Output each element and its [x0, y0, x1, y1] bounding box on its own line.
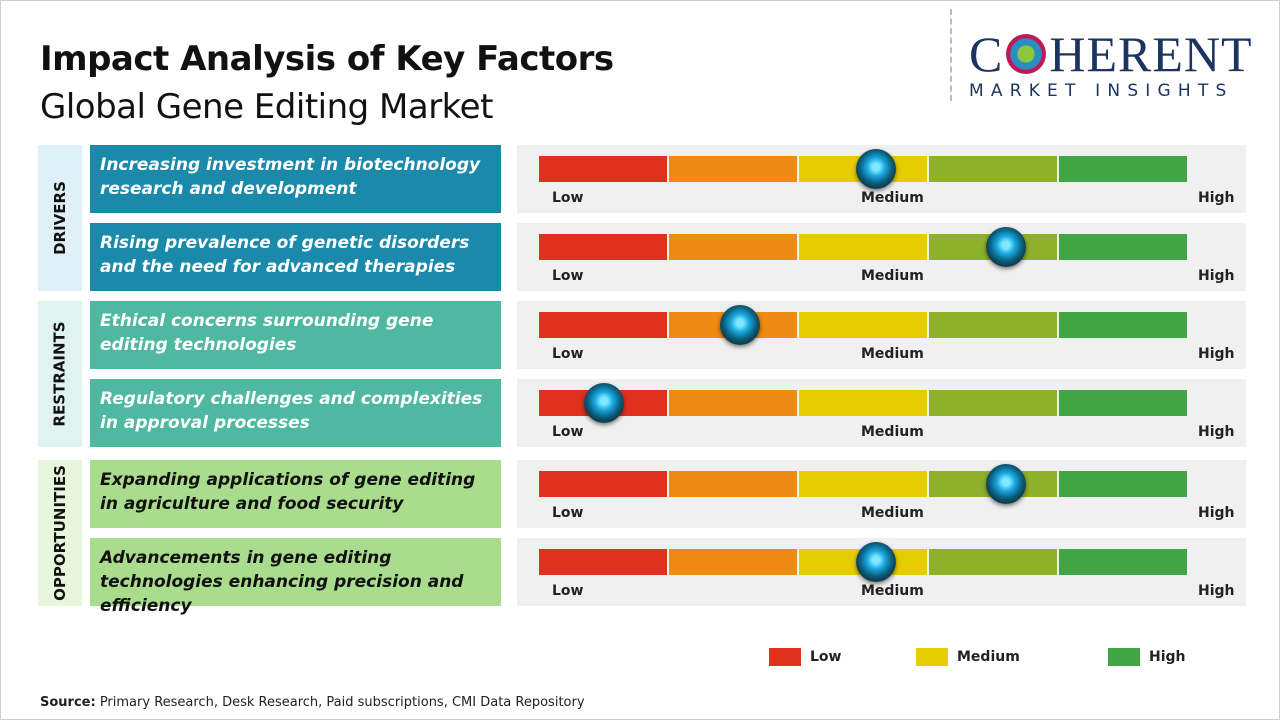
source-note: Source: Primary Research, Desk Research,…: [40, 695, 585, 710]
factor-label: Advancements in gene editing technologie…: [90, 538, 501, 616]
page-title: Impact Analysis of Key Factors: [40, 39, 614, 79]
gauge-segment: [539, 156, 667, 182]
gauge-segment: [929, 312, 1057, 338]
scale-low: Low: [552, 268, 584, 284]
scale-low: Low: [552, 424, 584, 440]
gauge-marker: [985, 464, 1026, 504]
gauge-segment: [799, 471, 927, 497]
scale-medium: Medium: [861, 505, 924, 521]
gauge-bar: [539, 549, 1187, 575]
impact-gauge: Low Medium High: [517, 223, 1246, 291]
legend-swatch: [1108, 648, 1140, 666]
logo-divider: [950, 9, 952, 101]
gauge-marker: [985, 227, 1026, 267]
gauge-segment: [1059, 234, 1187, 260]
gauge-segment: [929, 549, 1057, 575]
gauge-segment: [669, 234, 797, 260]
scale-high: High: [1198, 268, 1235, 284]
gauge-bar: [539, 156, 1187, 182]
impact-gauge: Low Medium High: [517, 460, 1246, 528]
group-label: OPPORTUNITIES: [38, 460, 82, 606]
gauge-marker: [855, 149, 896, 189]
legend-swatch: [769, 648, 801, 666]
factor-label: Ethical concerns surrounding gene editin…: [90, 301, 501, 369]
gauge-bar: [539, 234, 1187, 260]
gauge-marker: [719, 305, 760, 345]
gauge-segment: [799, 312, 927, 338]
scale-medium: Medium: [861, 190, 924, 206]
gauge-marker: [583, 383, 624, 423]
gauge-segment: [539, 471, 667, 497]
gauge-segment: [669, 549, 797, 575]
scale-high: High: [1198, 346, 1235, 362]
gauge-segment: [929, 390, 1057, 416]
gauge-segment: [799, 390, 927, 416]
scale-low: Low: [552, 190, 584, 206]
gauge-segment: [799, 234, 927, 260]
scale-medium: Medium: [861, 268, 924, 284]
gauge-segment: [1059, 471, 1187, 497]
scale-high: High: [1198, 424, 1235, 440]
factor-label: Increasing investment in biotechnology r…: [90, 145, 501, 213]
scale-high: High: [1198, 583, 1235, 599]
scale-medium: Medium: [861, 583, 924, 599]
legend-swatch: [916, 648, 948, 666]
gauge-segment: [669, 390, 797, 416]
globe-icon: [1006, 34, 1047, 74]
legend-high: High: [1108, 648, 1186, 666]
impact-gauge: Low Medium High: [517, 538, 1246, 606]
impact-gauge: Low Medium High: [517, 379, 1246, 447]
logo: C HERENT MARKET INSIGHTS: [969, 26, 1253, 101]
scale-medium: Medium: [861, 346, 924, 362]
scale-high: High: [1198, 505, 1235, 521]
gauge-segment: [669, 156, 797, 182]
factor-label: Rising prevalence of genetic disorders a…: [90, 223, 501, 291]
scale-low: Low: [552, 583, 584, 599]
gauge-segment: [1059, 156, 1187, 182]
gauge-segment: [669, 471, 797, 497]
scale-medium: Medium: [861, 424, 924, 440]
factor-label: Expanding applications of gene editing i…: [90, 460, 501, 528]
gauge-segment: [539, 234, 667, 260]
legend-medium: Medium: [916, 648, 1020, 666]
gauge-segment: [929, 156, 1057, 182]
scale-low: Low: [552, 505, 584, 521]
gauge-bar: [539, 471, 1187, 497]
group-label: RESTRAINTS: [38, 301, 82, 447]
scale-low: Low: [552, 346, 584, 362]
scale-high: High: [1198, 190, 1235, 206]
gauge-marker: [855, 542, 896, 582]
gauge-segment: [539, 312, 667, 338]
impact-gauge: Low Medium High: [517, 301, 1246, 369]
gauge-segment: [1059, 549, 1187, 575]
group-label: DRIVERS: [38, 145, 82, 291]
impact-gauge: Low Medium High: [517, 145, 1246, 213]
gauge-segment: [539, 549, 667, 575]
gauge-bar: [539, 312, 1187, 338]
factor-label: Regulatory challenges and complexities i…: [90, 379, 501, 447]
legend-low: Low: [769, 648, 841, 666]
gauge-bar: [539, 390, 1187, 416]
gauge-segment: [1059, 312, 1187, 338]
gauge-segment: [1059, 390, 1187, 416]
page-subtitle: Global Gene Editing Market: [40, 87, 493, 127]
